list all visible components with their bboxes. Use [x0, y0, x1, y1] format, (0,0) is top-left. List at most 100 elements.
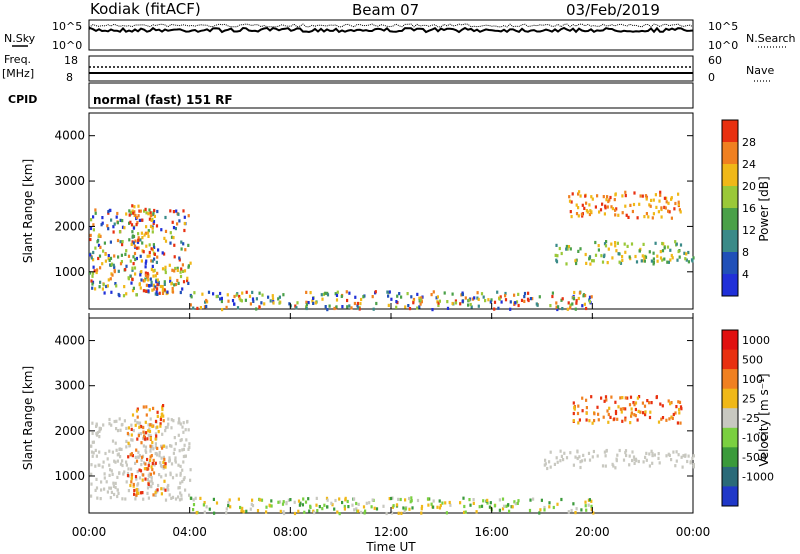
data-cell-3 — [585, 418, 588, 422]
data-cell-4 — [390, 511, 394, 515]
data-cell-5 — [570, 200, 573, 204]
data-cell-6 — [322, 292, 326, 296]
data-cell-6 — [489, 300, 492, 304]
data-cell-3 — [609, 415, 612, 419]
data-cell-4 — [309, 504, 312, 508]
data-cell-0 — [114, 460, 117, 464]
data-cell-2 — [651, 451, 654, 456]
data-cell-2 — [604, 454, 607, 458]
data-cell-6 — [408, 307, 412, 311]
colorbar-tick-label: -500 — [742, 451, 767, 464]
data-cell-0 — [181, 263, 184, 267]
data-cell-6 — [461, 299, 464, 303]
data-cell-1 — [149, 436, 152, 440]
colorbar-tick-label: 20 — [742, 180, 756, 193]
data-cell-4 — [661, 249, 665, 253]
data-cell-4 — [334, 498, 337, 503]
data-cell-4 — [565, 244, 568, 249]
data-cell-0 — [91, 431, 94, 435]
data-cell-5 — [644, 194, 648, 198]
data-cell-0 — [90, 450, 94, 454]
data-cell-3 — [619, 407, 622, 411]
power-data — [89, 190, 695, 312]
data-cell-0 — [99, 234, 102, 238]
data-cell-4 — [237, 497, 240, 501]
data-cell-3 — [577, 421, 580, 425]
data-cell-5 — [588, 212, 591, 217]
data-cell-4 — [426, 497, 430, 501]
colorbar-tick-label: 1000 — [742, 334, 770, 347]
data-cell-6 — [311, 299, 314, 303]
data-cell-6 — [219, 297, 222, 301]
data-cell-1 — [153, 252, 156, 256]
data-cell-2 — [682, 454, 685, 458]
data-cell-4 — [281, 502, 285, 506]
data-cell-0 — [136, 421, 139, 425]
data-cell-4 — [567, 510, 570, 514]
data-cell-6 — [436, 295, 439, 299]
data-cell-0 — [125, 264, 128, 268]
cpid-value: normal (fast) 151 RF — [93, 93, 233, 107]
data-cell-0 — [95, 477, 98, 481]
data-cell-6 — [235, 293, 238, 297]
data-cell-6 — [396, 294, 399, 298]
data-cell-2 — [614, 466, 617, 470]
data-cell-1 — [142, 430, 145, 434]
data-cell-0 — [94, 464, 97, 468]
data-cell-3 — [648, 401, 651, 405]
data-cell-0 — [174, 460, 177, 464]
data-cell-0 — [174, 227, 177, 231]
data-cell-0 — [114, 481, 117, 485]
data-cell-6 — [387, 303, 390, 307]
data-cell-1 — [133, 251, 137, 256]
data-cell-1 — [141, 236, 144, 240]
data-cell-4 — [572, 502, 575, 506]
data-cell-1 — [134, 475, 138, 479]
data-cell-4 — [357, 509, 360, 513]
data-cell-0 — [148, 254, 151, 258]
data-cell-6 — [551, 291, 554, 295]
data-cell-0 — [153, 257, 156, 261]
data-cell-0 — [131, 234, 134, 238]
data-cell-4 — [685, 252, 688, 256]
data-cell-6 — [400, 295, 403, 299]
data-cell-0 — [181, 448, 184, 452]
data-cell-6 — [334, 292, 337, 296]
data-cell-0 — [148, 208, 151, 212]
data-cell-4 — [565, 247, 568, 251]
colorbar-tick-label: 16 — [742, 202, 756, 215]
data-cell-0 — [182, 242, 185, 246]
data-cell-4 — [621, 255, 624, 259]
data-cell-4 — [603, 242, 607, 246]
data-cell-3 — [648, 415, 652, 420]
data-cell-5 — [674, 201, 677, 206]
data-cell-4 — [692, 256, 695, 260]
data-cell-4 — [239, 505, 242, 510]
data-cell-6 — [431, 308, 434, 312]
data-cell-1 — [133, 492, 136, 496]
data-cell-6 — [395, 305, 398, 309]
data-cell-6 — [271, 297, 275, 301]
data-cell-4 — [441, 501, 444, 505]
data-cell-0 — [147, 278, 150, 282]
data-cell-4 — [498, 498, 501, 502]
data-cell-0 — [108, 417, 111, 422]
data-cell-4 — [404, 507, 407, 511]
data-cell-6 — [566, 307, 569, 311]
data-cell-0 — [98, 233, 101, 237]
data-cell-0 — [138, 282, 141, 286]
data-cell-6 — [526, 297, 530, 301]
data-cell-5 — [583, 206, 586, 210]
data-cell-4 — [587, 503, 590, 507]
data-cell-0 — [129, 274, 132, 278]
data-cell-6 — [416, 306, 419, 310]
data-cell-0 — [139, 432, 142, 436]
data-cell-6 — [446, 300, 449, 304]
nave-tick-top: 60 — [708, 54, 722, 67]
data-cell-0 — [188, 445, 191, 449]
colorbar-tick-label: -100 — [742, 432, 767, 445]
data-cell-4 — [621, 258, 624, 262]
data-cell-4 — [355, 501, 358, 506]
data-cell-4 — [575, 507, 578, 511]
data-cell-5 — [610, 205, 613, 209]
